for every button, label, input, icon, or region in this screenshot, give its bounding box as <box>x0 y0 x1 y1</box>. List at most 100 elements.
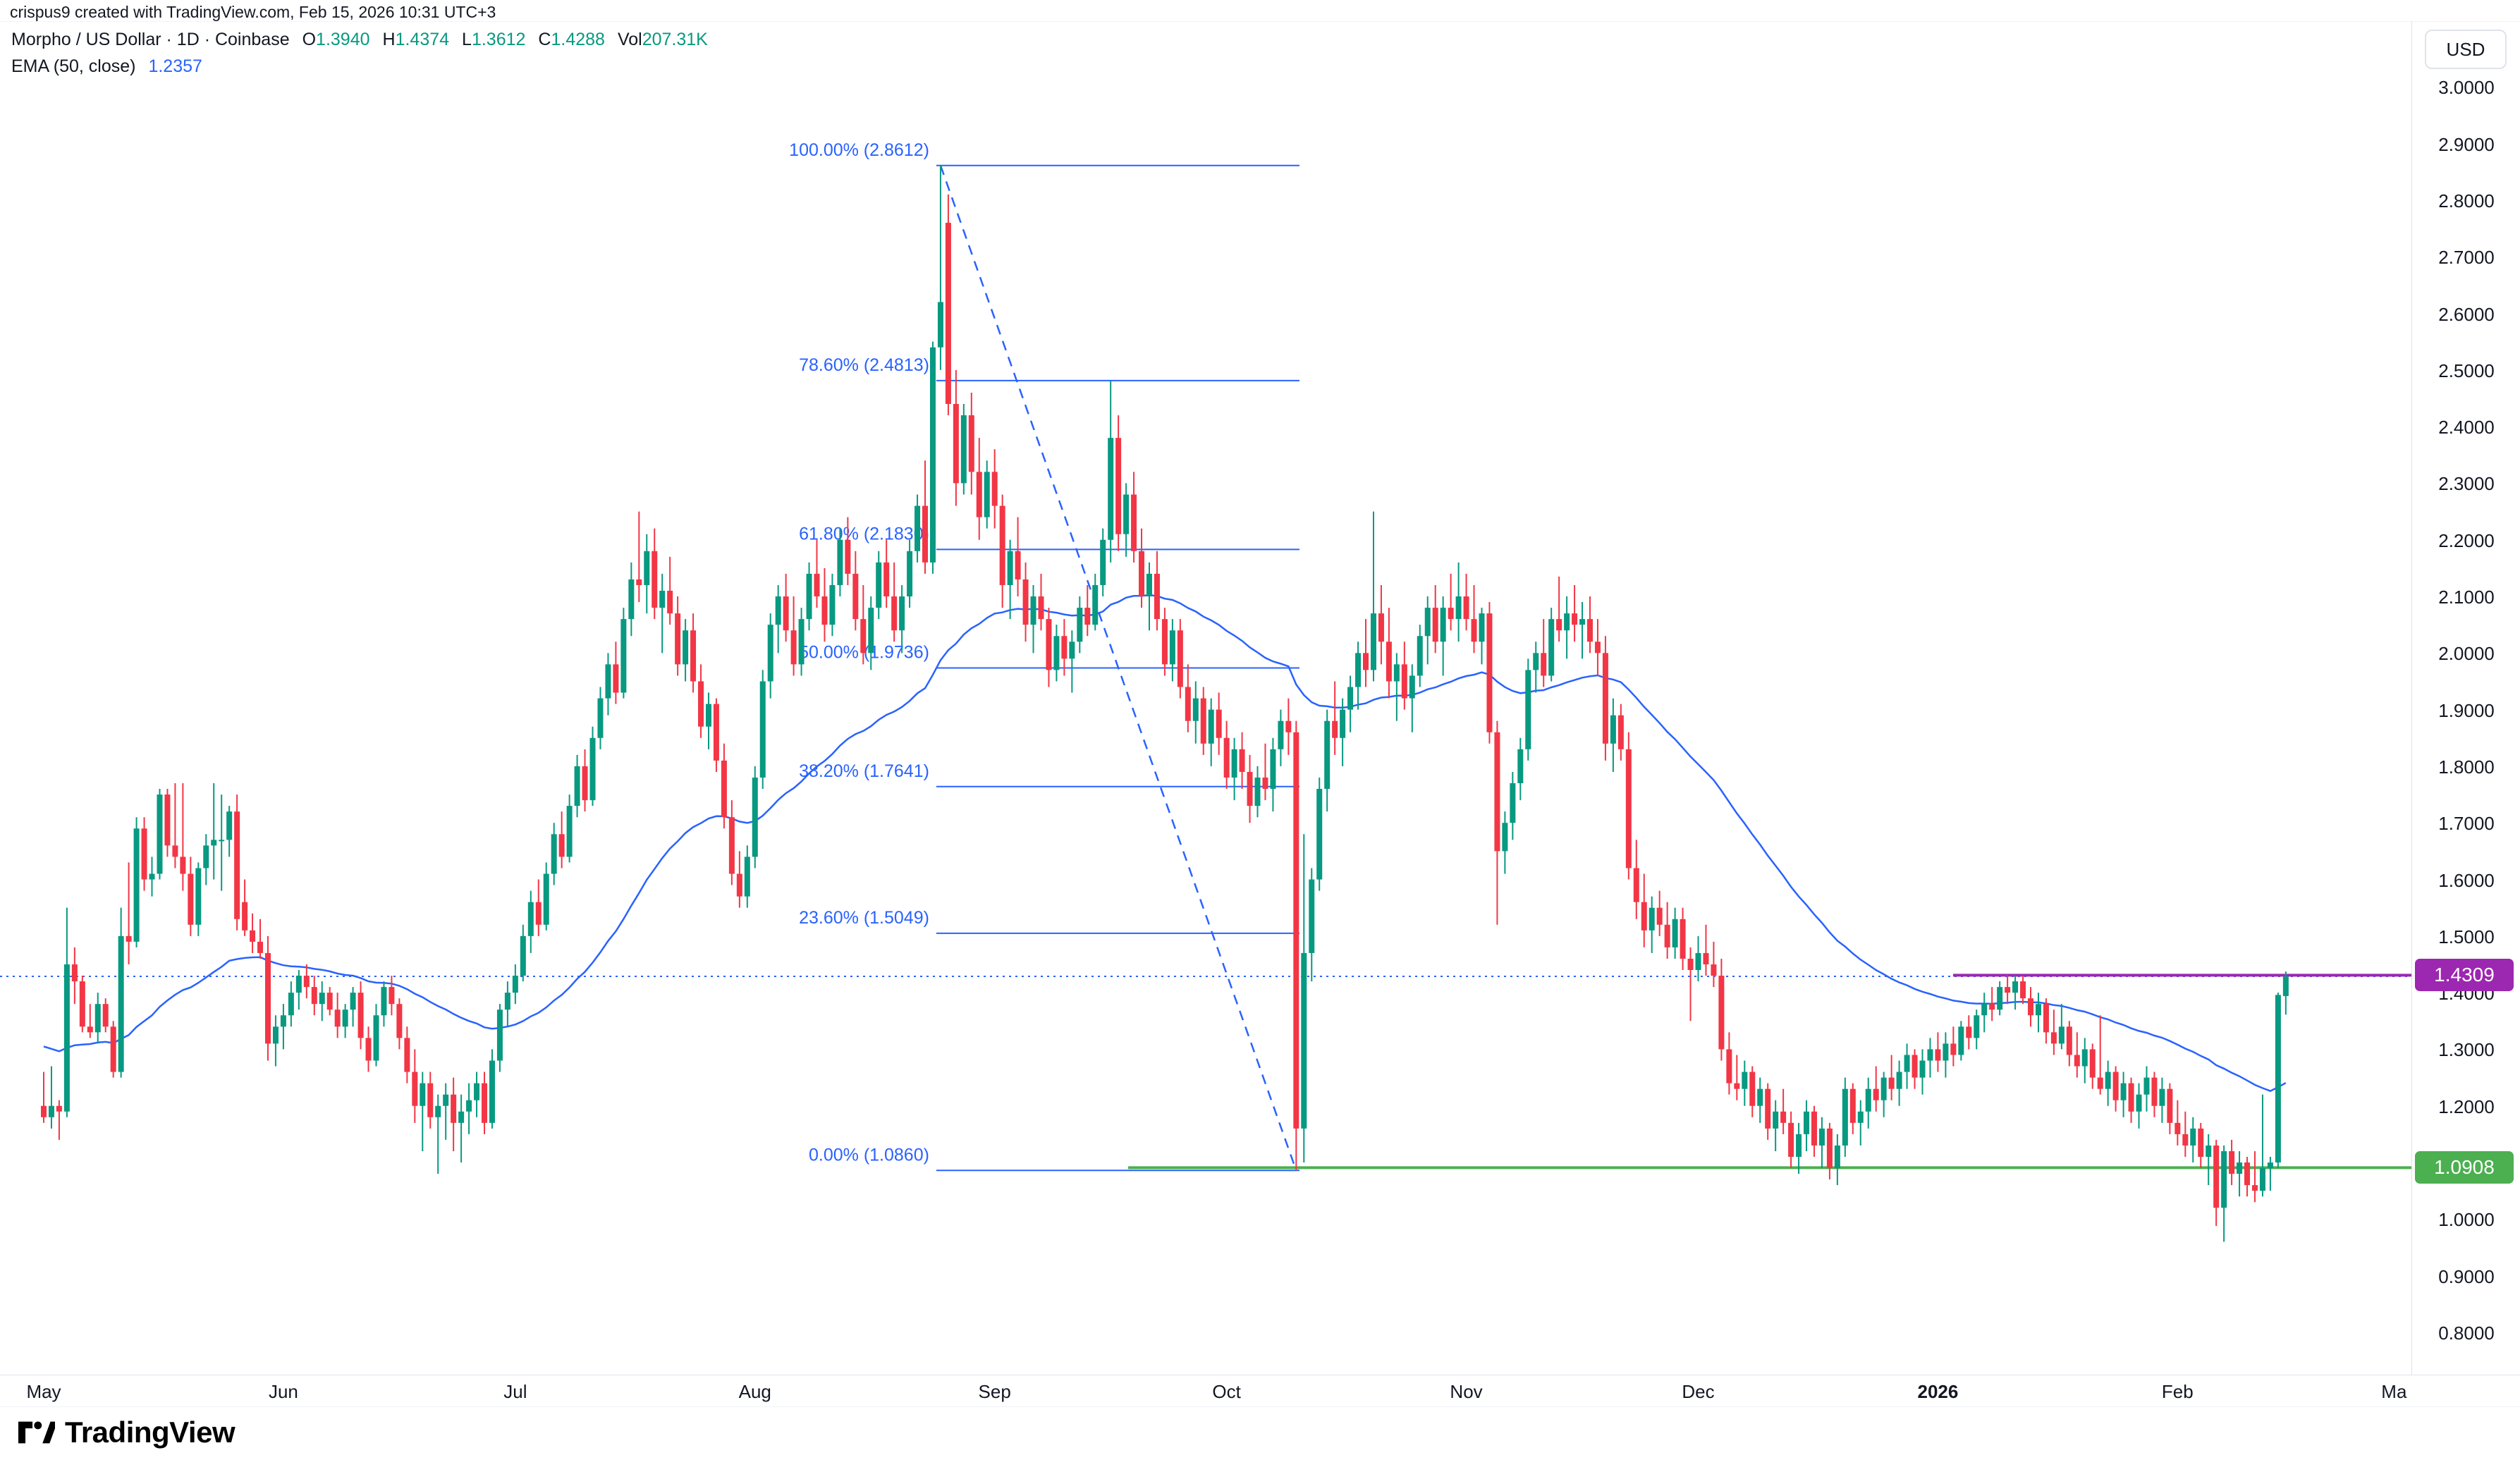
candle-body[interactable] <box>1857 1111 1864 1123</box>
time-axis-label[interactable]: May <box>26 1381 61 1402</box>
candle-body[interactable] <box>334 1009 341 1027</box>
candle-body[interactable] <box>783 596 789 631</box>
candle-body[interactable] <box>582 766 588 801</box>
candle-body[interactable] <box>1912 1055 1918 1078</box>
candle-body[interactable] <box>1880 1077 1887 1100</box>
candle-body[interactable] <box>1440 608 1446 642</box>
candle-body[interactable] <box>652 551 658 608</box>
candle-body[interactable] <box>1370 613 1376 670</box>
candle-body[interactable] <box>326 993 333 1010</box>
candle-body[interactable] <box>1077 608 1083 642</box>
candle-body[interactable] <box>1108 438 1114 540</box>
candle-body[interactable] <box>2081 1049 2088 1067</box>
candle-body[interactable] <box>589 737 596 801</box>
candle-body[interactable] <box>736 873 742 897</box>
candle-body[interactable] <box>752 777 758 857</box>
candle-body[interactable] <box>520 935 526 976</box>
candle-body[interactable] <box>1556 619 1562 631</box>
candle-body[interactable] <box>118 935 124 1072</box>
candle-body[interactable] <box>1749 1072 1756 1106</box>
candle-body[interactable] <box>350 993 356 1010</box>
candle-body[interactable] <box>1192 698 1199 721</box>
candle-body[interactable] <box>1100 539 1106 585</box>
candle-body[interactable] <box>915 505 921 551</box>
candle-body[interactable] <box>2043 1004 2049 1033</box>
candle-body[interactable] <box>1966 1026 1972 1038</box>
tradingview-logo[interactable]: TradingView <box>18 1416 236 1449</box>
candle-body[interactable] <box>1046 619 1052 670</box>
candle-body[interactable] <box>2097 1077 2103 1089</box>
candle-body[interactable] <box>705 704 711 727</box>
candle-body[interactable] <box>2182 1134 2189 1146</box>
candle-body[interactable] <box>675 613 681 665</box>
candle-body[interactable] <box>1463 596 1469 620</box>
candle-body[interactable] <box>203 845 209 869</box>
candle-body[interactable] <box>2267 1162 2273 1169</box>
candle-body[interactable] <box>1455 596 1462 620</box>
candle-body[interactable] <box>1958 1026 1964 1055</box>
candle-body[interactable] <box>1293 732 1299 1129</box>
candle-body[interactable] <box>1548 619 1555 676</box>
candle-body[interactable] <box>1417 636 1423 676</box>
candle-body[interactable] <box>1680 919 1686 959</box>
candle-body[interactable] <box>1919 1060 1926 1078</box>
candle-body[interactable] <box>435 1105 441 1117</box>
candle-body[interactable] <box>1649 907 1655 931</box>
candle-body[interactable] <box>1208 709 1214 744</box>
candle-body[interactable] <box>1641 902 1647 931</box>
candle-body[interactable] <box>1177 630 1183 687</box>
candle-body[interactable] <box>744 857 750 897</box>
candle-body[interactable] <box>2175 1122 2181 1134</box>
candle-body[interactable] <box>767 625 773 682</box>
candle-body[interactable] <box>288 993 294 1016</box>
candle-body[interactable] <box>504 993 510 1010</box>
candle-body[interactable] <box>1363 653 1369 670</box>
candle-body[interactable] <box>1332 720 1338 738</box>
candle-body[interactable] <box>1386 642 1392 682</box>
candle-body[interactable] <box>683 630 689 665</box>
candle-body[interactable] <box>41 1105 47 1117</box>
candle-body[interactable] <box>1672 919 1678 947</box>
candle-body[interactable] <box>2251 1185 2258 1191</box>
time-axis-label[interactable]: Jul <box>503 1381 527 1402</box>
candle-body[interactable] <box>133 828 140 942</box>
candle-body[interactable] <box>172 845 178 857</box>
price-axis[interactable]: USD 3.0000 2.9000 2.8000 2.7000 2.6000 2.5000… <box>2411 21 2520 1375</box>
time-axis-label[interactable]: Nov <box>1450 1381 1483 1402</box>
candle-body[interactable] <box>1038 596 1044 620</box>
candle-body[interactable] <box>960 415 967 484</box>
candle-body[interactable] <box>1030 596 1036 625</box>
candle-body[interactable] <box>837 539 843 585</box>
candle-body[interactable] <box>1834 1145 1840 1169</box>
candle-body[interactable] <box>1007 551 1013 585</box>
candle-body[interactable] <box>1842 1088 1848 1146</box>
candle-body[interactable] <box>868 608 874 653</box>
candle-body[interactable] <box>1610 715 1616 744</box>
candle-body[interactable] <box>1927 1049 1933 1061</box>
candle-body[interactable] <box>496 1009 503 1061</box>
candle-body[interactable] <box>1479 613 1485 642</box>
candle-body[interactable] <box>1285 720 1292 732</box>
candle-body[interactable] <box>1587 619 1593 642</box>
candle-body[interactable] <box>1154 573 1160 620</box>
time-axis-label[interactable]: Ma <box>2381 1381 2407 1402</box>
candle-body[interactable] <box>574 766 580 806</box>
candle-body[interactable] <box>1788 1122 1794 1157</box>
candle-body[interactable] <box>71 964 78 982</box>
candle-body[interactable] <box>303 976 310 988</box>
candle-body[interactable] <box>1270 749 1276 790</box>
candle-body[interactable] <box>991 472 998 506</box>
candle-body[interactable] <box>1818 1128 1825 1146</box>
candle-body[interactable] <box>659 590 666 608</box>
candle-body[interactable] <box>2136 1094 2142 1112</box>
candle-body[interactable] <box>1223 737 1230 778</box>
candle-body[interactable] <box>535 902 542 925</box>
candle-body[interactable] <box>512 976 518 993</box>
candle-body[interactable] <box>1564 613 1570 631</box>
candle-body[interactable] <box>999 505 1005 585</box>
candle-body[interactable] <box>102 1004 109 1027</box>
candle-body[interactable] <box>1617 715 1624 749</box>
candle-body[interactable] <box>451 1094 457 1123</box>
candle-body[interactable] <box>1262 777 1268 790</box>
candle-body[interactable] <box>1069 642 1075 659</box>
